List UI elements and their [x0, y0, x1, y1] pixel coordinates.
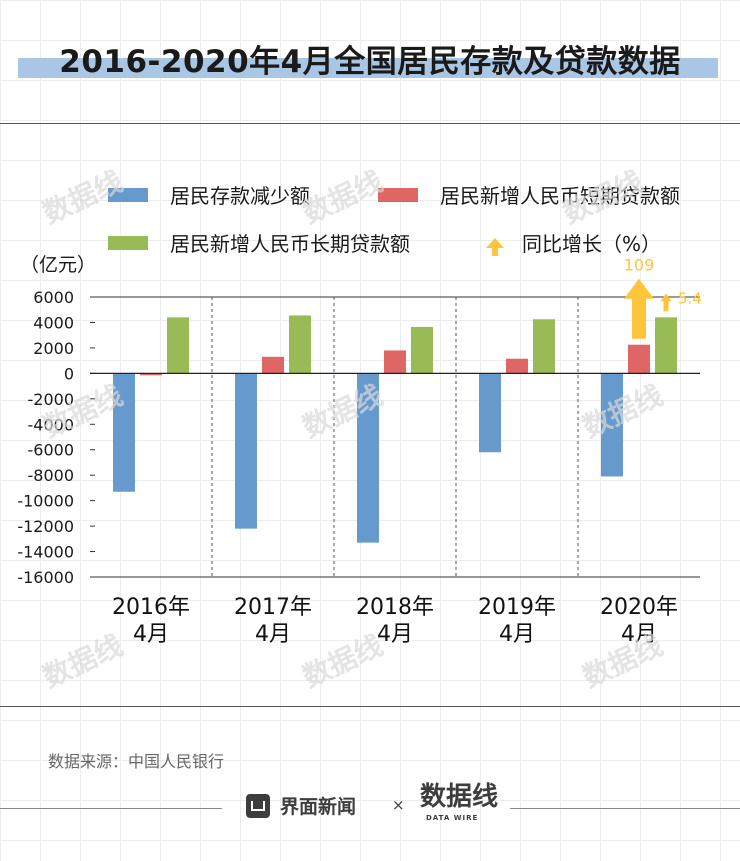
x-tick-label: 2020年 [600, 595, 678, 620]
growth-arrow-icon [624, 278, 654, 339]
x-tick-label: 4月 [377, 622, 413, 647]
bar-1-4 [628, 344, 650, 374]
legend-swatch-short-loan [378, 187, 418, 202]
y-tick-label: -8000 [28, 466, 75, 485]
jiemian-logo-icon [246, 793, 270, 818]
legend-item-long-loan: 居民新增人民币长期贷款额 [108, 228, 410, 257]
y-tick-label: -10000 [17, 492, 74, 511]
up-arrow-icon [486, 237, 504, 256]
y-tick-label: 2000 [33, 339, 74, 358]
bar-chart: 6000 4000 2000 0 -2000 -4000 -6000 -8000 -10000 -… [17, 256, 702, 647]
y-tick-label: 4000 [33, 313, 74, 332]
legend-label-growth: 同比增长（%） [522, 232, 662, 256]
bar-0-0 [113, 373, 135, 492]
brand-jiemian-name: 界面新闻 [280, 796, 357, 818]
y-unit-label: （亿元） [20, 254, 97, 276]
legend-label-short-loan: 居民新增人民币短期贷款额 [440, 184, 680, 208]
y-tick-label: 0 [64, 364, 74, 383]
bar-2-0 [167, 317, 189, 374]
x-tick-label: 4月 [133, 622, 169, 647]
x-tick-label: 2017年 [234, 595, 312, 620]
y-tick-label: -16000 [17, 568, 74, 587]
data-source: 数据来源：中国人民银行 [48, 752, 225, 771]
legend-label-long-loan: 居民新增人民币长期贷款额 [170, 232, 410, 256]
legend-swatch-deposit [108, 187, 148, 202]
brand-jiemian: 界面新闻 [246, 792, 356, 819]
x-tick-label: 4月 [499, 622, 535, 647]
y-tick-label: -6000 [28, 441, 75, 460]
y-tick-label: -2000 [28, 390, 75, 409]
x-tick-label: 4月 [621, 622, 657, 647]
footer-line-right [510, 808, 740, 809]
y-tick-label: -4000 [28, 415, 75, 434]
bar-2-1 [289, 315, 311, 374]
title-highlight [18, 58, 718, 78]
growth-arrow-icon [660, 293, 672, 312]
legend-item-deposit: 居民存款减少额 [108, 180, 310, 209]
growth-label: 5.4 [678, 289, 702, 307]
bar-2-3 [533, 319, 555, 374]
brand-datawire-sub: DATA WIRE [426, 814, 479, 822]
brand-datawire: 数据线 [420, 782, 499, 812]
bar-1-0 [140, 373, 162, 376]
bar-1-3 [506, 358, 528, 374]
top-divider [0, 123, 740, 124]
legend-label-deposit: 居民存款减少额 [170, 184, 310, 208]
footer-line-left [0, 808, 222, 809]
bar-2-4 [655, 317, 677, 374]
bar-2-2 [411, 326, 433, 374]
x-tick-label: 2019年 [478, 595, 556, 620]
bar-0-1 [235, 373, 257, 529]
bottom-divider [0, 706, 740, 707]
y-tick-label: 6000 [33, 288, 74, 307]
growth-label: 109 [624, 256, 655, 275]
chart-title: 2016-2020年4月全国居民存款及贷款数据 [59, 44, 681, 80]
bar-0-4 [601, 373, 623, 477]
x-tick-label: 2016年 [112, 595, 190, 620]
x-tick-label: 2018年 [356, 595, 434, 620]
bar-0-3 [479, 373, 501, 453]
x-tick-label: 4月 [255, 622, 291, 647]
legend-item-growth: 同比增长（%） [478, 228, 661, 257]
brand-separator: × [392, 796, 405, 814]
bar-0-2 [357, 373, 379, 543]
legend-item-short-loan: 居民新增人民币短期贷款额 [378, 180, 680, 209]
bar-1-1 [262, 356, 284, 374]
y-tick-label: -14000 [17, 543, 74, 562]
y-tick-label: -12000 [17, 517, 74, 536]
legend-swatch-long-loan [108, 235, 148, 250]
bar-1-2 [384, 350, 406, 374]
